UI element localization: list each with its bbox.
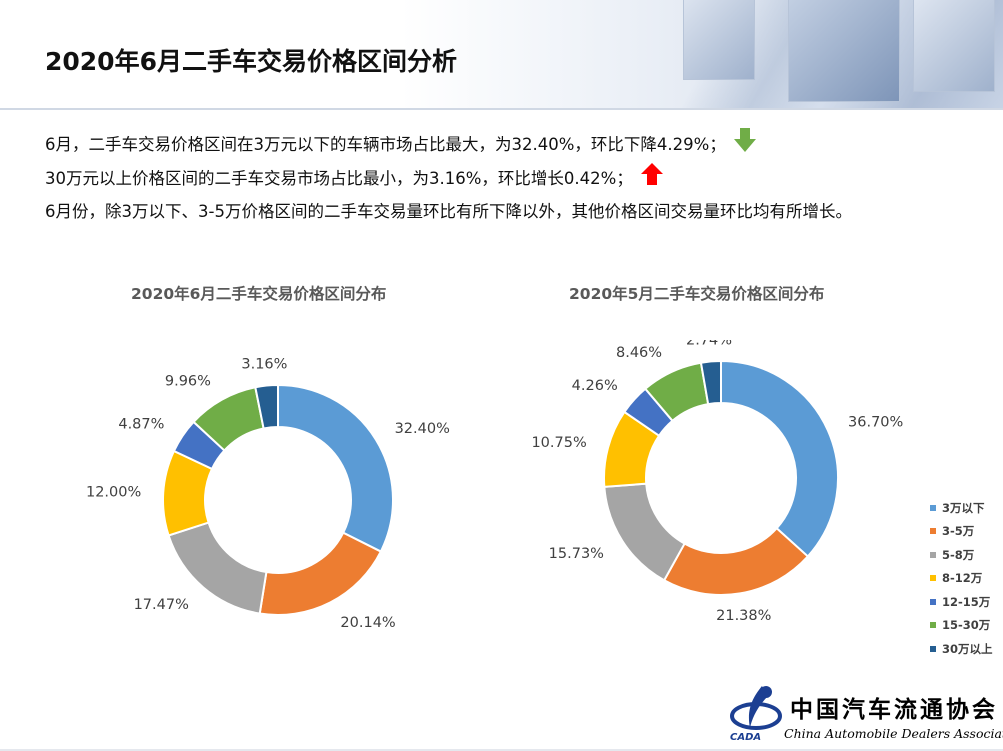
donut-slice-1 — [720, 359, 839, 558]
donut-slice-2 — [662, 526, 810, 596]
footer-divider — [0, 749, 1003, 751]
summary-line-2: 30万元以上价格区间的二手车交易市场占比最小，为3.16%，环比增长0.42%； — [45, 163, 975, 196]
arrow-up-icon — [640, 163, 663, 196]
logo-chinese-name: 中国汽车流通协会 — [790, 696, 998, 723]
summary-line-3: 6月份，除3万以下、3-5万价格区间的二手车交易量环比有所下降以外，其他价格区间… — [45, 202, 852, 221]
legend-swatch — [930, 575, 936, 582]
donut-slice-7 — [254, 383, 279, 430]
data-label-4: 10.75% — [531, 435, 586, 451]
header-decorative-photo — [603, 0, 1003, 110]
data-label-1: 36.70% — [848, 415, 903, 431]
chart-title-may: 2020年5月二手车交易价格区间分布 — [569, 285, 825, 303]
legend-item: 15-30万 — [930, 614, 993, 638]
legend-label: 30万以上 — [942, 641, 993, 656]
legend-item: 30万以上 — [930, 637, 993, 661]
donut-slice-2 — [258, 531, 383, 616]
data-label-6: 8.46% — [616, 345, 662, 361]
summary-line-1: 6月，二手车交易价格区间在3万元以下的车辆市场占比最大，为32.40%，环比下降… — [45, 128, 975, 163]
data-label-5: 4.87% — [118, 416, 164, 432]
legend-item: 3-5万 — [930, 520, 993, 544]
data-label-2: 21.38% — [716, 608, 771, 624]
cada-emblem-icon — [730, 686, 782, 730]
arrow-down-icon — [733, 128, 756, 163]
legend-label: 12-15万 — [942, 594, 991, 609]
data-label-6: 9.96% — [165, 374, 211, 390]
legend-label: 15-30万 — [942, 618, 991, 633]
data-label-5: 4.26% — [572, 378, 618, 394]
legend-swatch — [930, 504, 936, 511]
legend-item: 5-8万 — [930, 543, 993, 567]
data-label-7: 2.74% — [686, 340, 732, 349]
summary-line-1-text: 6月，二手车交易价格区间在3万元以下的车辆市场占比最大，为32.40%，环比下降… — [45, 135, 726, 154]
legend-swatch — [930, 551, 936, 558]
summary-line-2-text: 30万元以上价格区间的二手车交易市场占比最小，为3.16%，环比增长0.42%； — [45, 169, 633, 188]
logo-abbreviation: CADA — [730, 732, 762, 743]
legend-label: 3万以下 — [942, 500, 985, 515]
donut-chart-may: 36.70% 21.38% 15.73% 10.75% 4.26% 8.46% 2.74% — [531, 340, 903, 624]
legend-label: 3-5万 — [942, 524, 975, 539]
cada-logo: CADA 中国汽车流通协会 China Automobile Dealers A… — [718, 680, 1003, 750]
legend-label: 5-8万 — [942, 547, 975, 562]
donut-slice-7 — [699, 359, 722, 406]
summary-text: 6月，二手车交易价格区间在3万元以下的车辆市场占比最大，为32.40%，环比下降… — [45, 128, 975, 228]
chart-title-june: 2020年6月二手车交易价格区间分布 — [131, 285, 387, 303]
legend-swatch — [930, 598, 936, 605]
data-label-1: 32.40% — [395, 421, 450, 437]
donut-slice-3 — [603, 482, 686, 582]
legend-item: 12-15万 — [930, 590, 993, 614]
decorative-cube — [913, 0, 995, 92]
data-label-7: 3.16% — [241, 357, 287, 373]
data-label-3: 17.47% — [134, 597, 189, 613]
data-label-3: 15.73% — [549, 546, 604, 562]
donut-chart-june: 32.40% 20.14% 17.47% 12.00% 4.87% 9.96% 3.16% — [86, 357, 450, 631]
decorative-cube — [788, 0, 900, 102]
legend-swatch — [930, 645, 936, 652]
legend-swatch — [930, 528, 936, 535]
chart-legend: 3万以下 3-5万 5-8万 8-12万 12-15万 15-30万 30万以上 — [930, 496, 993, 661]
legend-label: 8-12万 — [942, 571, 983, 586]
donut-slice-1 — [277, 383, 394, 553]
legend-item: 3万以下 — [930, 496, 993, 520]
logo-english-name: China Automobile Dealers Association — [784, 726, 1003, 741]
legend-swatch — [930, 622, 936, 629]
data-label-2: 20.14% — [340, 615, 395, 631]
decorative-cube — [683, 0, 755, 80]
header-divider — [0, 108, 1003, 110]
slide-header-banner — [0, 0, 1003, 110]
legend-item: 8-12万 — [930, 567, 993, 591]
data-label-4: 12.00% — [86, 484, 141, 500]
page-title: 2020年6月二手车交易价格区间分析 — [45, 47, 457, 76]
